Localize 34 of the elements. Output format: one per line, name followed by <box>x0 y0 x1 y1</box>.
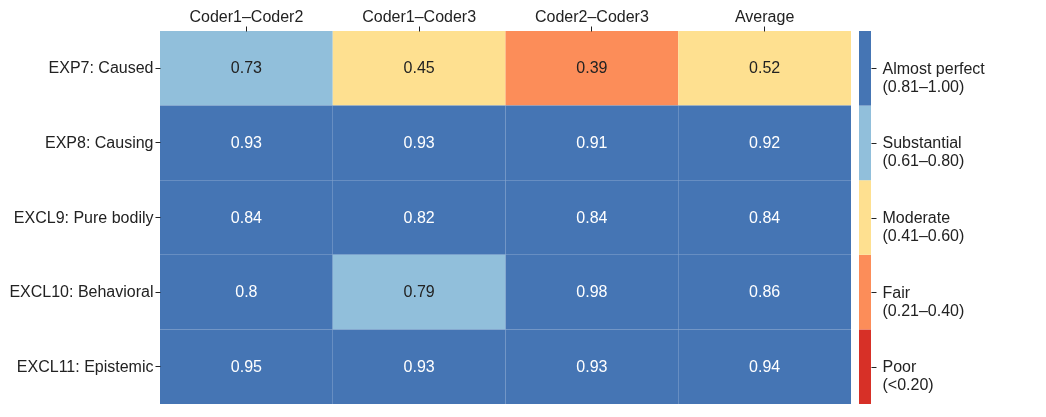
data-label: 0.8 <box>235 283 258 301</box>
data-label: 0.79 <box>403 283 435 301</box>
data-label: 0.93 <box>403 133 435 151</box>
data-label: 0.93 <box>403 357 435 375</box>
color-bar-label: Substantial (0.61–0.80) <box>882 134 965 170</box>
y-tick-label: EXCL11: Epistemic <box>16 357 154 375</box>
data-label: 0.84 <box>749 208 781 226</box>
y-tick-label: EXCL9: Pure bodily <box>13 208 154 226</box>
data-label: 0.86 <box>749 283 781 301</box>
data-label: 0.82 <box>403 208 435 226</box>
y-tick-label: EXP8: Causing <box>44 133 154 151</box>
data-label: 0.98 <box>576 283 608 301</box>
x-tick-label: Coder2–Coder3 <box>534 7 649 25</box>
data-label: 0.94 <box>749 357 781 375</box>
data-label: 0.84 <box>576 208 608 226</box>
data-label: 0.39 <box>576 59 608 77</box>
x-tick-label: Coder1–Coder2 <box>189 7 304 25</box>
color-bar-label: Fair (0.21–0.40) <box>882 283 965 319</box>
y-tick-label: EXCL10: Behavioral <box>9 283 154 301</box>
data-label: 0.92 <box>749 133 781 151</box>
data-label: 0.45 <box>403 59 435 77</box>
x-tick-label: Coder1–Coder3 <box>362 7 477 25</box>
y-tick-label: EXP7: Caused <box>48 59 154 77</box>
data-label: 0.95 <box>230 357 263 375</box>
color-bar-label: Moderate (0.41–0.60) <box>882 209 965 244</box>
data-label: 0.93 <box>576 357 608 375</box>
data-label: 0.84 <box>230 208 263 226</box>
data-label: 0.93 <box>230 133 263 151</box>
data-label: 0.52 <box>749 59 781 77</box>
color-bar-label: Almost perfect (0.81–1.00) <box>882 59 986 95</box>
data-label: 0.73 <box>230 59 263 77</box>
data-label: 0.91 <box>576 133 608 151</box>
x-tick-label: Average <box>734 7 795 25</box>
color-bar-label: Poor (<0.20) <box>882 358 934 394</box>
